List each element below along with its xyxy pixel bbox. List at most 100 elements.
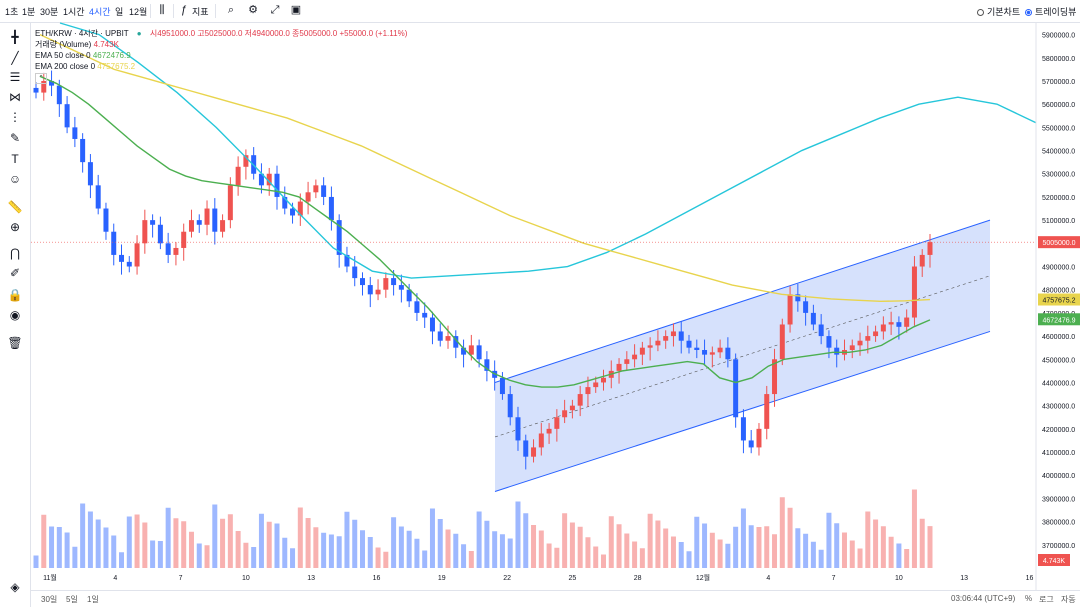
volume-badge-label: 4.743K	[1043, 558, 1066, 565]
volume-bar	[414, 538, 420, 568]
chart-type-tradingview[interactable]: 트레이딩뷰	[1025, 5, 1076, 18]
chart-type-basic[interactable]: 기본차트	[977, 5, 1020, 18]
interval-30m[interactable]: 30분	[40, 7, 59, 17]
camera-icon[interactable]: ▣	[290, 4, 302, 16]
candle-body	[670, 331, 676, 337]
candle-body	[188, 220, 194, 232]
text-icon[interactable]: T	[11, 152, 19, 166]
volume-bar	[624, 533, 630, 568]
range-30d[interactable]: 30일	[41, 595, 58, 604]
y-tick-label: 5700000.0	[1042, 79, 1075, 86]
volume-bar	[740, 508, 746, 568]
interval-month[interactable]: 12월	[129, 7, 148, 17]
auto-toggle[interactable]: 자동	[1061, 595, 1076, 604]
zoom-in-icon[interactable]: ⊕	[9, 220, 21, 234]
candle-body	[507, 394, 513, 418]
candle-body	[437, 331, 443, 341]
volume-bar	[499, 534, 505, 568]
candle-body	[134, 243, 140, 267]
volume-bar	[911, 489, 917, 568]
percent-toggle[interactable]: %	[1025, 594, 1033, 603]
candle-body	[857, 340, 863, 346]
y-tick-label: 5400000.0	[1042, 149, 1075, 156]
interval-1h[interactable]: 1시간	[63, 7, 85, 17]
candle-body	[383, 278, 389, 290]
candle-body	[600, 377, 606, 383]
interval-1m[interactable]: 1분	[22, 7, 36, 17]
magnet-icon[interactable]: ⋂	[10, 246, 20, 260]
candle-body	[429, 317, 435, 332]
legend-collapse-button[interactable]: ⌃	[35, 73, 47, 84]
y-tick-label: 4500000.0	[1042, 357, 1075, 364]
candle-body	[243, 155, 249, 167]
emoji-icon[interactable]: ☺	[8, 172, 22, 186]
clock-time: 03:06:44 (UTC+9)	[951, 594, 1016, 603]
trendline-icon[interactable]: ╱	[11, 51, 19, 65]
indicators-icon[interactable]: ƒ	[180, 4, 188, 16]
volume-bar	[41, 514, 47, 568]
candle-body	[445, 336, 451, 341]
candle-body	[523, 440, 529, 457]
candle-body	[546, 428, 552, 434]
log-toggle[interactable]: 로그	[1039, 595, 1054, 604]
interval-1s[interactable]: 1초	[5, 7, 19, 17]
volume-bar	[422, 550, 428, 568]
pitchfork-icon[interactable]: ⋈	[9, 90, 21, 104]
trash-icon[interactable]: 🗑	[7, 336, 23, 350]
lock-drawing-icon[interactable]: ✐	[9, 266, 21, 280]
fullscreen-icon[interactable]: ⤢	[270, 4, 280, 16]
volume-bar	[344, 511, 350, 568]
channel-upper-line	[494, 219, 991, 383]
interval-day[interactable]: 일	[115, 7, 124, 17]
volume-bar	[787, 507, 793, 568]
volume-bar	[873, 519, 879, 568]
candle-body	[834, 347, 840, 355]
crosshair-icon[interactable]: ╋	[11, 30, 19, 44]
volume-bar	[103, 527, 109, 568]
horizontal-lines-icon[interactable]: ☰	[9, 70, 21, 84]
volume-bar	[663, 528, 669, 568]
price-badge	[1038, 236, 1080, 249]
candle-body	[398, 285, 404, 290]
candle-body	[414, 301, 420, 313]
candle-body	[896, 322, 902, 327]
indicators-button[interactable]: 지표	[192, 7, 209, 17]
candle-body	[235, 166, 241, 186]
candle-body	[305, 192, 311, 202]
candle-body	[849, 345, 855, 350]
volume-bar	[647, 513, 653, 568]
y-tick-label: 5200000.0	[1042, 195, 1075, 202]
candle-body	[336, 220, 342, 255]
candle-body	[328, 196, 334, 221]
volume-bar	[904, 549, 910, 568]
volume-bar	[360, 530, 366, 568]
zoom-search-icon[interactable]: ⌕	[227, 4, 235, 16]
volume-bar	[632, 541, 638, 568]
range-1d[interactable]: 1일	[87, 595, 99, 604]
chart-legend: ETH/KRW · 4시간 · UPBIT ● 시4951000.0 고5025…	[35, 29, 408, 84]
volume-bar	[507, 538, 513, 568]
range-5d[interactable]: 5일	[66, 595, 78, 604]
candle-body	[694, 347, 700, 350]
volume-bar	[297, 507, 303, 568]
interval-4h[interactable]: 4시간	[89, 7, 111, 17]
fib-icon[interactable]: ⋮	[9, 110, 21, 124]
candle-body	[150, 220, 156, 225]
candle-body	[181, 231, 187, 248]
candle-body	[103, 208, 109, 232]
candle-type-icon[interactable]: ⫼	[159, 4, 165, 16]
lock-icon[interactable]: 🔒	[7, 288, 23, 302]
legend-volume-value: 4.743K	[93, 40, 119, 49]
x-tick-label: 7	[832, 575, 836, 582]
gear-icon[interactable]: ⚙	[248, 4, 258, 16]
layers-icon[interactable]: ◈	[10, 580, 20, 594]
y-tick-label: 3700000.0	[1042, 543, 1075, 550]
brush-icon[interactable]: ✎	[9, 131, 21, 145]
top-toolbar: 1초 1분 30분 1시간 4시간 일 12월 ⫼ ƒ 지표 ⌕ ⚙ ⤢ ▣ 기…	[0, 0, 1080, 23]
candle-body	[64, 104, 70, 128]
eye-icon[interactable]: ◉	[9, 308, 21, 322]
candle-body	[274, 173, 280, 197]
candle-body	[647, 345, 653, 348]
ruler-icon[interactable]: 📏	[7, 200, 23, 214]
